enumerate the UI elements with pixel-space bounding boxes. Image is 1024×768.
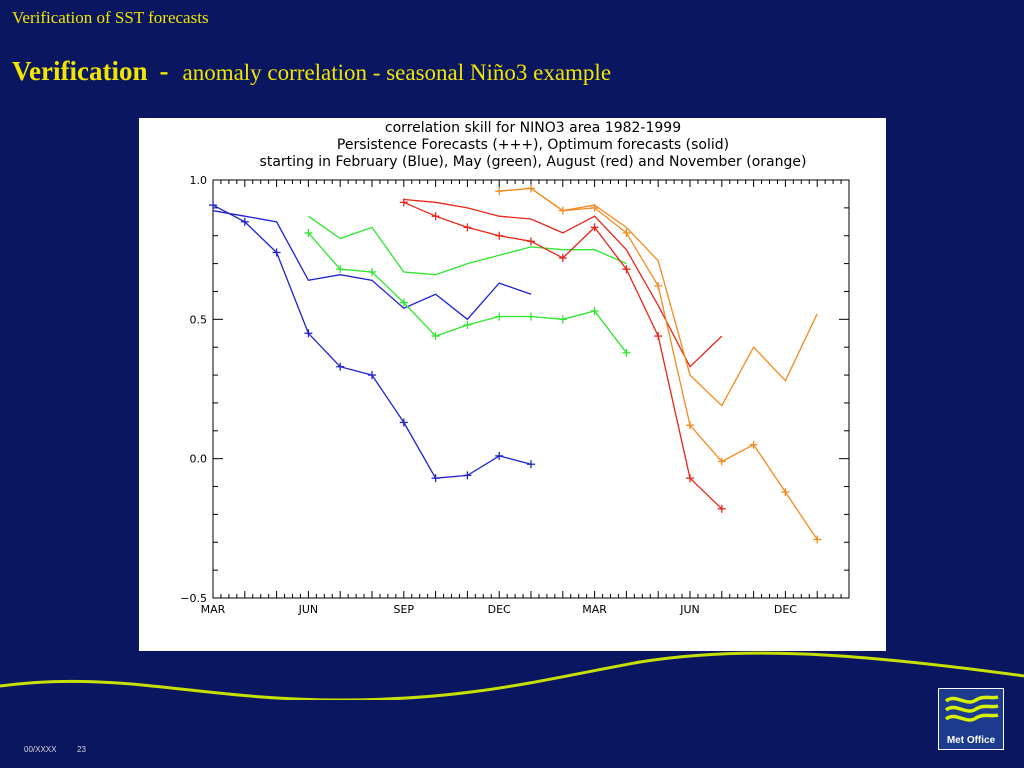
persistence-marker bbox=[336, 362, 345, 371]
optimum-series-line bbox=[403, 198, 723, 368]
persistence-series-line bbox=[212, 204, 532, 479]
persistence-marker bbox=[622, 348, 631, 357]
x-tick-label: JUN bbox=[298, 603, 319, 616]
persistence-marker bbox=[781, 488, 790, 497]
slide-title: Verification - anomaly correlation - seaso… bbox=[12, 56, 611, 87]
persistence-marker bbox=[399, 418, 408, 427]
persistence-marker bbox=[717, 457, 726, 466]
persistence-marker bbox=[336, 265, 345, 274]
persistence-marker bbox=[590, 203, 599, 212]
persistence-marker bbox=[495, 231, 504, 240]
persistence-marker bbox=[463, 320, 472, 329]
footer-code: 00/XXXX bbox=[24, 745, 57, 754]
persistence-marker bbox=[463, 223, 472, 232]
optimum-series-line bbox=[499, 187, 818, 407]
optimum-series-line bbox=[308, 215, 627, 276]
x-tick-label: MAR bbox=[201, 603, 226, 616]
chart-title-line: correlation skill for NINO3 area 1982-19… bbox=[385, 120, 681, 136]
correlation-chart: correlation skill for NINO3 area 1982-19… bbox=[180, 120, 850, 616]
x-tick-label: SEP bbox=[394, 603, 415, 616]
persistence-marker bbox=[654, 332, 663, 341]
persistence-marker bbox=[431, 474, 440, 483]
title-bold: Verification bbox=[12, 56, 148, 86]
persistence-marker bbox=[527, 184, 535, 193]
persistence-series-line bbox=[307, 232, 627, 354]
y-tick-label: −0.5 bbox=[180, 592, 207, 605]
persistence-marker bbox=[622, 265, 631, 274]
y-tick-label: 0.0 bbox=[190, 453, 208, 466]
met-office-logo: Met Office bbox=[938, 688, 1004, 750]
chart-title-line: starting in February (Blue), May (green)… bbox=[260, 154, 807, 170]
persistence-marker bbox=[622, 228, 631, 237]
persistence-marker bbox=[463, 471, 472, 480]
x-tick-label: MAR bbox=[582, 603, 607, 616]
title-subtitle: anomaly correlation - seasonal Niño3 exa… bbox=[182, 60, 612, 85]
persistence-marker bbox=[304, 329, 313, 338]
persistence-marker bbox=[527, 237, 535, 246]
persistence-marker bbox=[209, 201, 217, 210]
page-number: 23 bbox=[77, 745, 86, 754]
x-tick-label: DEC bbox=[774, 603, 797, 616]
y-tick-label: 0.5 bbox=[190, 313, 208, 326]
x-tick-label: JUN bbox=[679, 603, 700, 616]
persistence-marker bbox=[431, 332, 440, 341]
persistence-marker bbox=[240, 217, 249, 226]
decorative-wave bbox=[0, 651, 1024, 700]
chart-title-line: Persistence Forecasts (+++), Optimum for… bbox=[337, 137, 729, 153]
persistence-marker bbox=[368, 371, 376, 380]
persistence-marker bbox=[654, 281, 663, 290]
persistence-marker bbox=[368, 267, 376, 276]
x-tick-label: DEC bbox=[488, 603, 511, 616]
persistence-marker bbox=[304, 228, 313, 237]
persistence-marker bbox=[558, 206, 567, 215]
persistence-marker bbox=[495, 312, 504, 321]
persistence-marker bbox=[558, 315, 567, 324]
persistence-marker bbox=[558, 254, 567, 263]
persistence-marker bbox=[717, 504, 726, 513]
persistence-marker bbox=[399, 298, 408, 307]
slide-top-label: Verification of SST forecasts bbox=[12, 8, 209, 27]
persistence-marker bbox=[527, 312, 535, 321]
persistence-marker bbox=[527, 460, 535, 469]
title-separator: - bbox=[159, 56, 169, 86]
persistence-marker bbox=[749, 440, 758, 449]
chart-panel: correlation skill for NINO3 area 1982-19… bbox=[139, 118, 886, 651]
persistence-marker bbox=[590, 306, 599, 315]
y-tick-label: 1.0 bbox=[190, 174, 208, 187]
logo-text: Met Office bbox=[946, 735, 996, 746]
persistence-marker bbox=[272, 248, 281, 257]
persistence-marker bbox=[686, 474, 694, 483]
optimum-series-line bbox=[212, 210, 532, 321]
persistence-marker bbox=[495, 187, 504, 196]
persistence-marker bbox=[431, 212, 440, 221]
persistence-marker bbox=[686, 421, 694, 430]
persistence-marker bbox=[813, 535, 822, 544]
persistence-marker bbox=[399, 198, 408, 207]
persistence-marker bbox=[495, 451, 504, 460]
persistence-marker bbox=[590, 223, 599, 232]
wave-logo-icon bbox=[944, 695, 999, 722]
